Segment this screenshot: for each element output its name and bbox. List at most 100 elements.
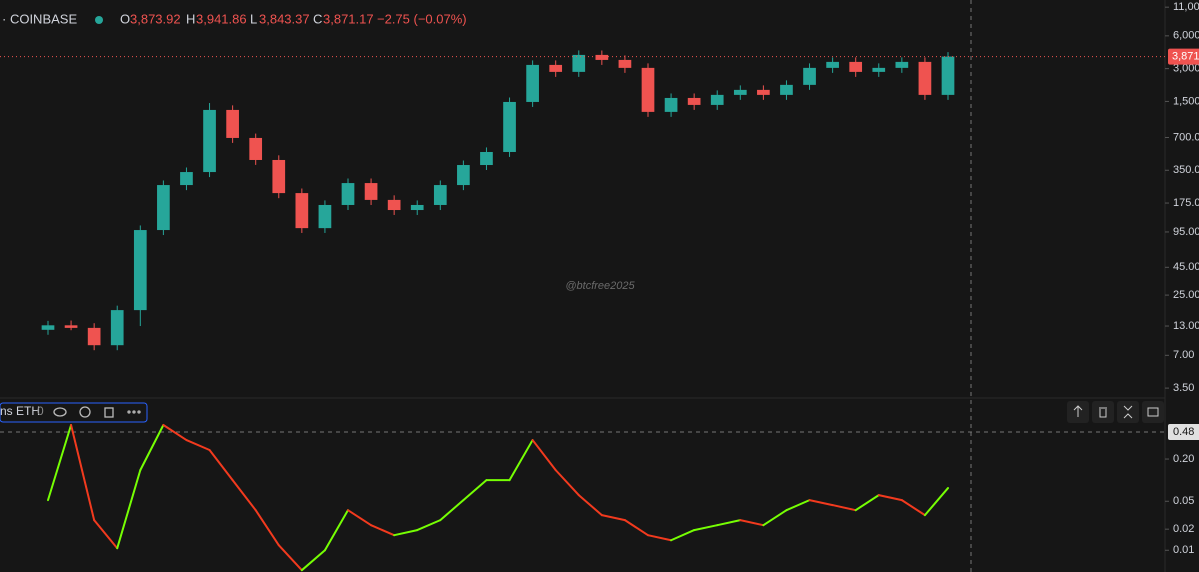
maximize-button[interactable] [1142, 401, 1164, 423]
header: · COINBASE O 3,873.92 H 3,941.86 L 3,843… [2, 11, 467, 26]
indicator-segment [439, 499, 465, 522]
candle-body [803, 67, 816, 85]
candle-body [433, 185, 447, 205]
y-tick-label: 1,500.00 [1173, 95, 1199, 107]
candle-body [710, 94, 724, 105]
indicator-legend-box[interactable] [0, 402, 148, 423]
watermark: @btcfree2025 [565, 280, 635, 292]
candle-body [664, 97, 678, 112]
indicator-segment [854, 494, 880, 512]
candle-body [641, 67, 655, 112]
open-value: 3,873.92 [130, 11, 181, 26]
indicator-segment [185, 439, 211, 452]
indicator-segment [277, 544, 303, 572]
y-tick-label: 25.00 [1173, 289, 1199, 301]
toolbar-icons [1073, 405, 1159, 419]
candle-body [157, 185, 170, 231]
y-tick-label: 0.01 [1173, 544, 1194, 556]
y-tick-label: 95.00 [1173, 226, 1199, 238]
candle-body [457, 165, 470, 186]
eye-icon[interactable] [53, 407, 67, 417]
y-tick-label: 0.05 [1173, 495, 1194, 507]
indicator-segment [900, 499, 926, 517]
indicator-segment [347, 509, 373, 527]
candle-body [918, 61, 932, 95]
low-value: 3,843.37 [259, 11, 310, 26]
indicator-segment [139, 423, 165, 472]
candle-body [480, 151, 493, 166]
indicator-segment [393, 529, 419, 537]
candle-body [849, 61, 863, 72]
indicator-segment [923, 487, 949, 517]
candle-body [341, 183, 355, 205]
last-price-box [1168, 48, 1199, 65]
indicator-segment [762, 509, 788, 527]
candle-body [226, 109, 239, 138]
candle-body [941, 56, 955, 95]
last-price-label: 3,871.17 [1172, 50, 1199, 62]
indicator-segment [116, 469, 142, 550]
indicator-segment [693, 524, 719, 532]
exchange: · COINBASE [2, 11, 77, 26]
h-label: H [186, 11, 195, 26]
indicator-segment [623, 519, 649, 537]
more-icon[interactable] [127, 410, 131, 414]
candle-body [872, 67, 886, 72]
candle-body [895, 61, 909, 68]
candle-body [526, 64, 539, 102]
indicator-segment [554, 469, 580, 497]
candle-body [572, 54, 586, 72]
panel-toolbar [1067, 401, 1164, 423]
legend-icons [53, 406, 141, 418]
indicator-segment [323, 509, 349, 552]
y-tick-label: 3.50 [1173, 382, 1194, 394]
indicator-segment [47, 423, 73, 502]
indicator-value: 0 [37, 404, 44, 418]
candle-body [503, 101, 516, 152]
crosshair-label: 0.48 [1173, 426, 1194, 438]
y-tick-label: 350.00 [1173, 164, 1199, 176]
candle-body [110, 310, 124, 346]
indicator-segment [300, 549, 326, 572]
indicator-segment [785, 499, 811, 512]
indicator-segment [600, 514, 626, 522]
indicator-segment [531, 439, 557, 472]
indicator-segment [416, 519, 442, 532]
candle-body [364, 183, 378, 200]
y-tick-label: 175.00 [1173, 197, 1199, 209]
indicator-segment [508, 439, 534, 482]
delete-icon[interactable] [104, 407, 114, 418]
candle-body [780, 84, 793, 95]
y-tick-label: 700.00 [1173, 131, 1199, 143]
candle-body [180, 172, 193, 186]
indicator-segment [716, 519, 742, 527]
l-label: L [250, 11, 257, 26]
indicator-segment [739, 519, 765, 527]
candle-body [295, 193, 309, 229]
indicator-segment [877, 494, 903, 502]
indicator-segment [647, 534, 673, 542]
collapse-button[interactable] [1117, 401, 1139, 423]
delete-button[interactable] [1092, 401, 1114, 423]
candle-body [410, 204, 424, 211]
candle-body [133, 230, 147, 311]
candle-body [595, 54, 609, 60]
y-tick-label: 3,000.00 [1173, 63, 1199, 75]
y-tick-label: 7.00 [1173, 349, 1194, 361]
candle-body [64, 325, 78, 328]
settings-icon[interactable] [79, 406, 91, 418]
candle-body [41, 325, 55, 330]
candle-body [618, 59, 632, 68]
indicator-segment [231, 479, 257, 512]
indicator-segment [93, 519, 119, 550]
indicator-segment [254, 509, 280, 547]
candle-body [203, 109, 216, 173]
change-value: −2.75 (−0.07%) [377, 11, 467, 26]
y-tick-label: 13.00 [1173, 320, 1199, 332]
status-dot [95, 16, 103, 24]
candle-body [757, 89, 770, 95]
candle-body [87, 327, 101, 346]
indicator-segment [670, 529, 696, 542]
indicator-segment [462, 479, 488, 502]
